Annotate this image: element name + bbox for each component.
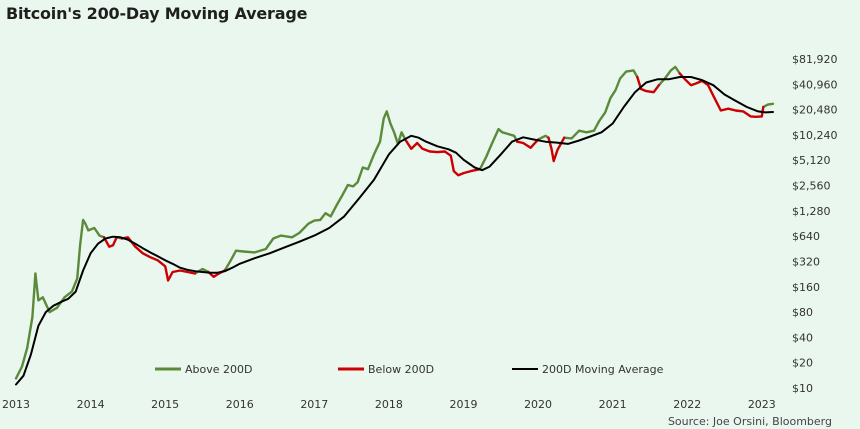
- chart-title: Bitcoin's 200-Day Moving Average: [6, 4, 308, 23]
- x-axis: 2013 2014 2015 2016 2017 2018 2019 2020 2021 2022…: [2, 398, 776, 411]
- y-tick-label: $40,960: [792, 78, 838, 91]
- series-line-above-200d-3: [223, 110, 407, 272]
- x-tick-label: 2017: [300, 398, 328, 411]
- y-tick-label: $1,280: [792, 205, 831, 218]
- y-tick-label: $640: [792, 230, 820, 243]
- y-tick-label: $320: [792, 255, 820, 268]
- legend-label-above: Above 200D: [185, 363, 252, 376]
- series-line-below-200d-4: [516, 138, 540, 150]
- series-line-below-200d-7: [678, 72, 765, 119]
- x-tick-label: 2021: [599, 398, 627, 411]
- series-line-above-200d-6: [563, 69, 639, 140]
- series-layer: [14, 65, 775, 386]
- series-line-above-200d-5: [536, 134, 550, 141]
- x-tick-label: 2023: [748, 398, 776, 411]
- legend: Above 200D Below 200D 200D Moving Averag…: [155, 363, 664, 376]
- series-line-above-200d-8: [762, 102, 775, 109]
- series-line-below-200d-6: [636, 75, 661, 94]
- y-tick-label: $10,240: [792, 129, 838, 142]
- series-line-below-200d-0: [102, 236, 118, 248]
- x-tick-label: 2020: [524, 398, 552, 411]
- x-tick-label: 2022: [673, 398, 701, 411]
- y-tick-label: $20,480: [792, 104, 838, 117]
- series-line-below-200d-5: [547, 136, 566, 163]
- x-tick-label: 2019: [449, 398, 477, 411]
- y-tick-label: $40: [792, 331, 813, 344]
- series-line-above-200d-0: [14, 218, 106, 380]
- series-line-200d-moving-average-0: [15, 76, 774, 386]
- y-tick-label: $2,560: [792, 180, 831, 193]
- source-note: Source: Joe Orsini, Bloomberg: [668, 415, 832, 428]
- y-tick-label: $10: [792, 382, 813, 395]
- x-tick-label: 2014: [77, 398, 105, 411]
- y-tick-label: $5,120: [792, 154, 831, 167]
- y-tick-label: $160: [792, 281, 820, 294]
- legend-label-below: Below 200D: [368, 363, 434, 376]
- y-axis: $10 $20 $40 $80 $160 $320 $640 $1,280 $2,560 $5,1…: [792, 53, 838, 395]
- x-tick-label: 2018: [375, 398, 403, 411]
- y-tick-label: $20: [792, 357, 813, 370]
- legend-label-ma: 200D Moving Average: [542, 363, 664, 376]
- series-line-below-200d-1: [120, 236, 197, 282]
- x-tick-label: 2016: [226, 398, 254, 411]
- series-line-above-200d-4: [478, 127, 519, 171]
- x-tick-label: 2013: [2, 398, 30, 411]
- series-line-below-200d-3: [404, 138, 482, 177]
- y-tick-label: $81,920: [792, 53, 838, 66]
- y-tick-label: $80: [792, 306, 813, 319]
- series-line-above-200d-7: [657, 65, 681, 87]
- x-tick-label: 2015: [151, 398, 179, 411]
